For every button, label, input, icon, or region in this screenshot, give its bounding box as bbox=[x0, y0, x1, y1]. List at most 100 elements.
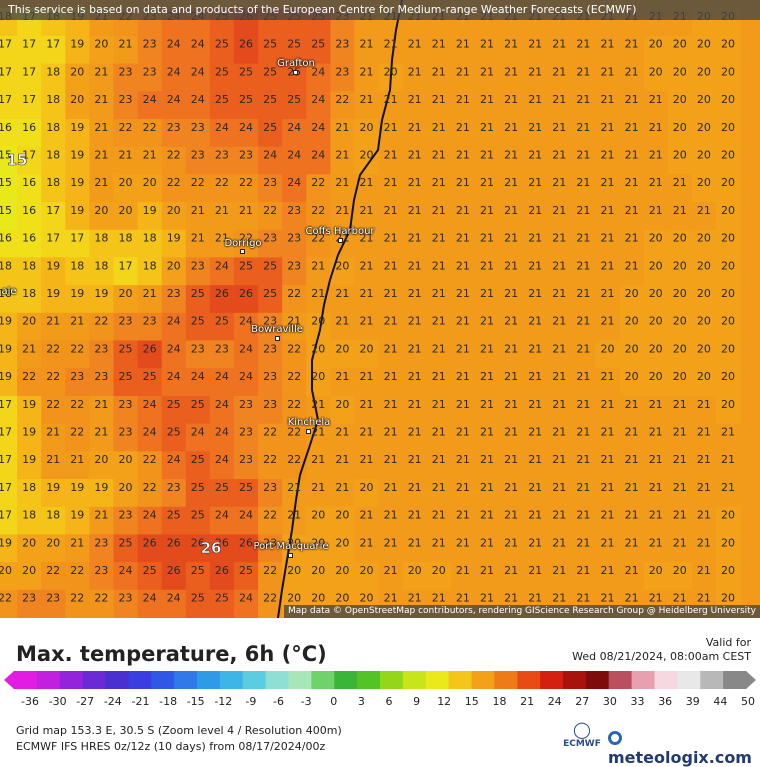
ecmwf-logo[interactable]: ◯ ECMWF bbox=[562, 721, 602, 757]
grid-value: 19 bbox=[0, 342, 12, 355]
grid-value: 21 bbox=[432, 370, 446, 383]
grid-value: 21 bbox=[576, 315, 590, 328]
grid-value: 22 bbox=[70, 342, 84, 355]
temperature-cell bbox=[691, 562, 717, 591]
grid-value: 20 bbox=[721, 93, 735, 106]
temperature-cell bbox=[185, 285, 211, 314]
grid-value: 20 bbox=[721, 65, 735, 78]
temperature-cell bbox=[571, 423, 597, 452]
temperature-cell bbox=[185, 562, 211, 591]
scale-tick-label: -12 bbox=[214, 695, 233, 708]
grid-value: 20 bbox=[721, 204, 735, 217]
grid-value: 21 bbox=[697, 398, 711, 411]
temperature-cell bbox=[137, 91, 163, 120]
temperature-cell bbox=[426, 119, 452, 148]
grid-value: 20 bbox=[721, 564, 735, 577]
grid-value: 18 bbox=[143, 232, 157, 245]
map-attribution[interactable]: Map data © OpenStreetMap contributors, r… bbox=[284, 605, 760, 618]
grid-value: 24 bbox=[311, 93, 325, 106]
temperature-cell bbox=[41, 312, 66, 342]
temperature-cell bbox=[137, 146, 163, 175]
temperature-cell bbox=[450, 562, 476, 591]
grid-value: 18 bbox=[46, 121, 60, 134]
grid-value: 22 bbox=[119, 121, 133, 134]
grid-value: 21 bbox=[552, 592, 566, 605]
temperature-cell bbox=[113, 63, 139, 92]
temperature-cell bbox=[426, 174, 452, 203]
grid-value: 21 bbox=[625, 481, 639, 494]
grid-value: 21 bbox=[504, 509, 518, 522]
grid-value: 22 bbox=[94, 592, 108, 605]
scale-swatch bbox=[174, 671, 198, 689]
scale-tick-label: 30 bbox=[602, 695, 617, 708]
grid-value: 21 bbox=[480, 509, 494, 522]
grid-value: 19 bbox=[94, 481, 108, 494]
temperature-cell bbox=[282, 63, 307, 92]
temperature-cell bbox=[643, 534, 669, 563]
temperature-cell bbox=[354, 423, 380, 452]
grid-value: 25 bbox=[191, 564, 205, 577]
grid-value: 21 bbox=[287, 509, 301, 522]
temperature-cell bbox=[595, 63, 621, 92]
grid-value: 21 bbox=[143, 149, 157, 162]
grid-value: 25 bbox=[119, 370, 133, 383]
temperature-cell bbox=[41, 35, 66, 65]
grid-value: 24 bbox=[143, 426, 157, 439]
temperature-cell bbox=[209, 312, 235, 342]
forecast-map[interactable]: 18 17 18 19 21 22 23 24 24 25 26 25 25 25 23 21 21 21 21 21… bbox=[0, 0, 760, 618]
grid-value: 20 bbox=[721, 370, 735, 383]
temperature-cell bbox=[499, 35, 524, 65]
grid-value: 21 bbox=[94, 426, 108, 439]
grid-value: 25 bbox=[215, 592, 229, 605]
grid-value: 22 bbox=[287, 370, 301, 383]
temperature-cell bbox=[523, 119, 548, 148]
temperature-cell bbox=[523, 229, 548, 259]
grid-value: 21 bbox=[576, 93, 590, 106]
temperature-cell bbox=[426, 229, 452, 259]
grid-value: 21 bbox=[408, 426, 422, 439]
temperature-cell bbox=[571, 119, 597, 148]
temperature-cell bbox=[571, 146, 597, 175]
grid-value: 21 bbox=[601, 204, 615, 217]
scale-swatch bbox=[59, 671, 84, 689]
temperature-cell bbox=[378, 285, 404, 314]
grid-value: 21 bbox=[552, 536, 566, 549]
temperature-cell bbox=[354, 451, 380, 480]
temperature-cell bbox=[233, 285, 259, 314]
grid-value: 21 bbox=[456, 38, 470, 51]
temperature-cell bbox=[691, 63, 717, 92]
grid-value: 21 bbox=[576, 481, 590, 494]
grid-value: 20 bbox=[311, 564, 325, 577]
temperature-cell bbox=[185, 368, 211, 397]
temperature-cell bbox=[17, 479, 42, 508]
grid-value: 21 bbox=[360, 453, 374, 466]
temperature-cell bbox=[595, 423, 621, 452]
temperature-cell bbox=[619, 229, 645, 259]
temperature-cell bbox=[137, 395, 163, 425]
grid-value: 21 bbox=[625, 536, 639, 549]
grid-value: 20 bbox=[167, 204, 181, 217]
temperature-cell bbox=[474, 174, 500, 203]
grid-value: 21 bbox=[360, 38, 374, 51]
grid-value: 21 bbox=[504, 370, 518, 383]
temperature-cell bbox=[89, 589, 115, 618]
temperature-cell bbox=[402, 451, 428, 480]
temperature-cell bbox=[41, 63, 66, 92]
scale-swatch bbox=[380, 671, 404, 689]
grid-value: 20 bbox=[649, 342, 663, 355]
valid-time[interactable]: Wed 08/21/2024, 08:00am CEST bbox=[572, 650, 751, 663]
temperature-cell bbox=[330, 257, 356, 286]
grid-value: 20 bbox=[673, 121, 687, 134]
grid-value: 21 bbox=[504, 287, 518, 300]
temperature-cell bbox=[0, 63, 18, 92]
grid-value: 21 bbox=[552, 149, 566, 162]
meteologix-logo[interactable]: meteologix.com bbox=[608, 729, 760, 767]
grid-value: 23 bbox=[263, 536, 277, 549]
temperature-cell bbox=[402, 285, 428, 314]
grid-value: 20 bbox=[649, 370, 663, 383]
temperature-cell bbox=[643, 35, 669, 65]
scale-swatch bbox=[265, 671, 290, 689]
grid-value: 21 bbox=[480, 287, 494, 300]
grid-value: 23 bbox=[191, 149, 205, 162]
grid-value: 21 bbox=[625, 121, 639, 134]
